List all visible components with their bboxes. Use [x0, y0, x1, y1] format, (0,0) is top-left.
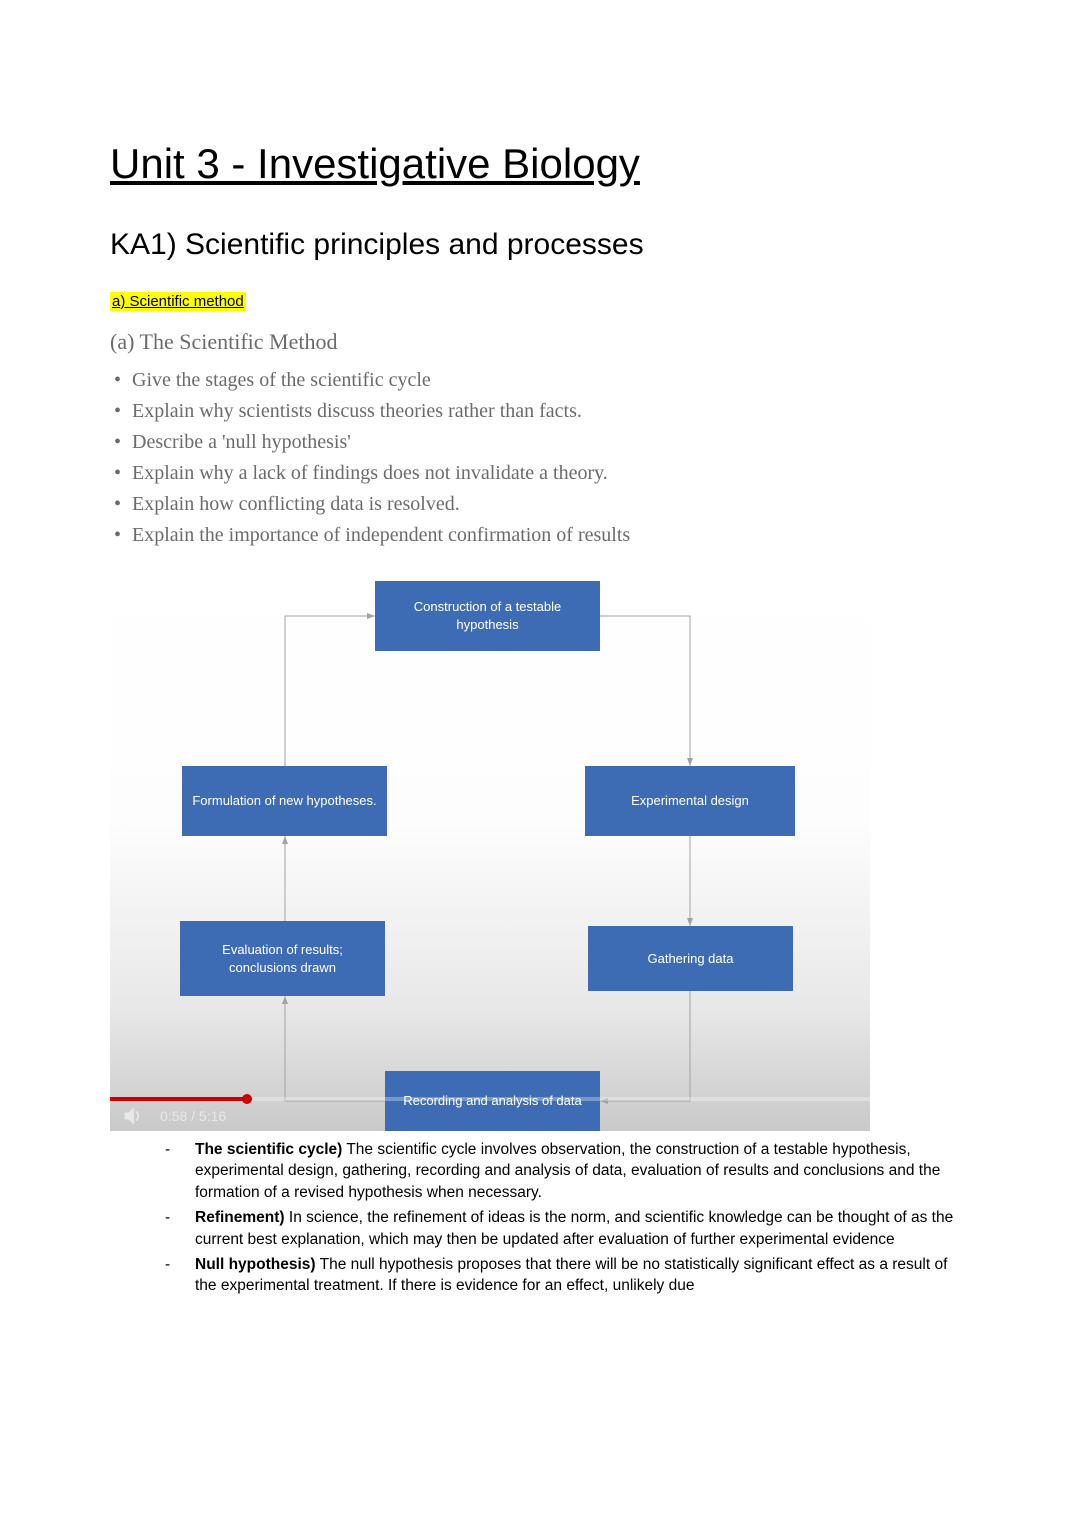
method-bullet-list: Give the stages of the scientific cycleE…: [110, 365, 970, 551]
flowchart-edges: [110, 571, 870, 1131]
flowchart-node-eval: Evaluation of results; conclusions drawn: [180, 921, 385, 996]
flowchart-edge: [600, 991, 690, 1101]
note-text: In science, the refinement of ideas is t…: [195, 1209, 953, 1247]
page-subtitle: KA1) Scientific principles and processes: [110, 228, 970, 262]
method-bullet: Give the stages of the scientific cycle: [110, 365, 970, 396]
flowchart-edge: [285, 996, 385, 1101]
video-timestamp: 0:58 / 5:16: [160, 1108, 226, 1124]
section-label: a) Scientific method: [110, 292, 246, 311]
method-heading: (a) The Scientific Method: [110, 329, 970, 355]
video-controls: 0:58 / 5:16: [110, 1101, 870, 1131]
page-title: Unit 3 - Investigative Biology: [110, 140, 970, 188]
video-frame: Construction of a testable hypothesis Exp…: [110, 571, 870, 1131]
method-bullet: Explain how conflicting data is resolved…: [110, 489, 970, 520]
flowchart-edge: [285, 616, 375, 766]
note-item: Null hypothesis) The null hypothesis pro…: [165, 1254, 970, 1297]
method-bullet: Explain the importance of independent co…: [110, 520, 970, 551]
flowchart-edge: [600, 616, 690, 766]
notes-list: The scientific cycle) The scientific cyc…: [110, 1139, 970, 1297]
note-item: The scientific cycle) The scientific cyc…: [165, 1139, 970, 1203]
note-term: Refinement): [195, 1209, 285, 1226]
note-term: Null hypothesis): [195, 1256, 316, 1273]
volume-icon[interactable]: [122, 1106, 144, 1126]
flowchart-node-gather: Gathering data: [588, 926, 793, 991]
method-bullet: Explain why a lack of findings does not …: [110, 458, 970, 489]
flowchart-node-design: Experimental design: [585, 766, 795, 836]
method-bullet: Explain why scientists discuss theories …: [110, 396, 970, 427]
note-term: The scientific cycle): [195, 1141, 342, 1158]
method-bullet: Describe a 'null hypothesis': [110, 427, 970, 458]
flowchart-node-hypothesis: Construction of a testable hypothesis: [375, 581, 600, 651]
note-item: Refinement) In science, the refinement o…: [165, 1207, 970, 1250]
flowchart-node-new: Formulation of new hypotheses.: [182, 766, 387, 836]
